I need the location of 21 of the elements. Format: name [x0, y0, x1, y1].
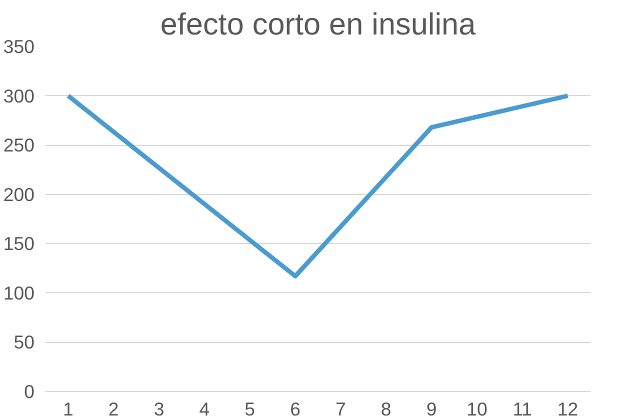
x-tick-label: 7	[336, 398, 346, 420]
x-tick-label: 11	[512, 398, 532, 420]
x-tick-label: 9	[426, 398, 437, 420]
y-tick-label: 250	[3, 134, 35, 156]
x-tick-label: 10	[466, 398, 488, 420]
x-tick-label: 1	[63, 398, 74, 420]
x-tick-label: 2	[108, 398, 119, 420]
x-tick-label: 3	[154, 398, 164, 420]
y-tick-label: 350	[3, 36, 35, 57]
x-tick-label: 12	[557, 398, 578, 420]
y-tick-label: 150	[3, 233, 35, 254]
y-tick-label: 50	[14, 332, 35, 353]
x-tick-label: 5	[244, 398, 256, 420]
y-tick-label: 100	[3, 282, 35, 304]
chart-title: efecto corto en insulina	[160, 8, 477, 42]
x-tick-label: 6	[290, 398, 300, 420]
x-tick-label: 4	[199, 398, 210, 420]
y-tick-label: 0	[24, 381, 35, 402]
x-tick-label: 8	[380, 398, 392, 420]
y-tick-label: 300	[3, 85, 35, 106]
y-tick-label: 200	[3, 184, 35, 205]
